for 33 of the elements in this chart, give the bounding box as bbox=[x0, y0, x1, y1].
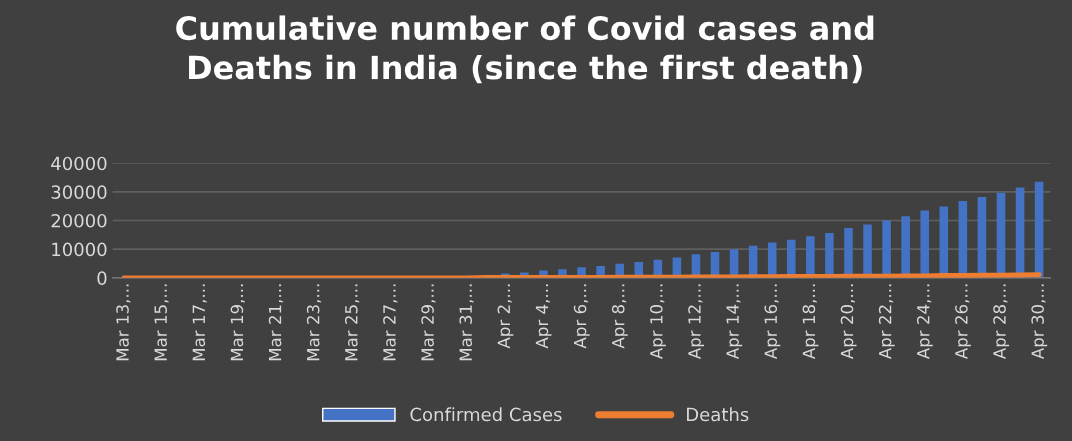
x-tick-label: Apr 6,... bbox=[573, 284, 590, 349]
legend-label: Deaths bbox=[687, 407, 749, 422]
x-tick-label: Apr 20,... bbox=[840, 284, 857, 360]
x-tick-label: Mar 25,... bbox=[345, 284, 360, 361]
x-tick-label: Mar 31,... bbox=[459, 284, 474, 361]
x-tick-label: Apr 16,... bbox=[764, 284, 781, 360]
x-tick-label: Apr 30,... bbox=[1031, 284, 1048, 360]
legend-label: Confirmed Cases bbox=[410, 407, 562, 422]
x-tick-label: Mar 17,... bbox=[192, 284, 207, 361]
x-tick-label: Mar 27,... bbox=[383, 284, 398, 361]
x-tick-label: Apr 10,... bbox=[650, 284, 666, 360]
y-tick-label: 20000 bbox=[51, 213, 107, 228]
x-tick-label: Mar 29,... bbox=[421, 284, 436, 361]
x-tick-label: Mar 13,... bbox=[116, 284, 131, 361]
x-tick-label: Apr 18,... bbox=[802, 284, 819, 360]
x-tick-label: Mar 19,... bbox=[230, 284, 245, 361]
x-tick-label: Apr 4,... bbox=[535, 284, 552, 349]
y-tick-label: 30000 bbox=[51, 185, 107, 199]
y-tick-label: 40000 bbox=[51, 156, 107, 171]
x-tick-label: Apr 24,... bbox=[916, 284, 933, 360]
y-tick-label: 10000 bbox=[52, 242, 107, 257]
x-tick-label: Mar 15,... bbox=[154, 284, 169, 361]
x-tick-label: Mar 23,... bbox=[306, 284, 322, 361]
x-tick-label: Apr 12,... bbox=[688, 284, 705, 360]
x-tick-label: Mar 21,... bbox=[268, 284, 284, 361]
x-tick-label: Apr 2,... bbox=[497, 284, 514, 349]
chart-title: Cumulative number of Covid cases and Deaths in India (since the first death) bbox=[176, 15, 874, 84]
x-tick-label: Apr 14,... bbox=[726, 284, 743, 360]
x-tick-label: Apr 26,... bbox=[955, 284, 971, 360]
x-tick-label: Apr 28,... bbox=[993, 284, 1010, 360]
x-tick-label: Apr 8,... bbox=[611, 284, 628, 349]
y-tick-label: 0 bbox=[97, 271, 107, 285]
x-tick-label: Apr 22,... bbox=[878, 284, 895, 360]
